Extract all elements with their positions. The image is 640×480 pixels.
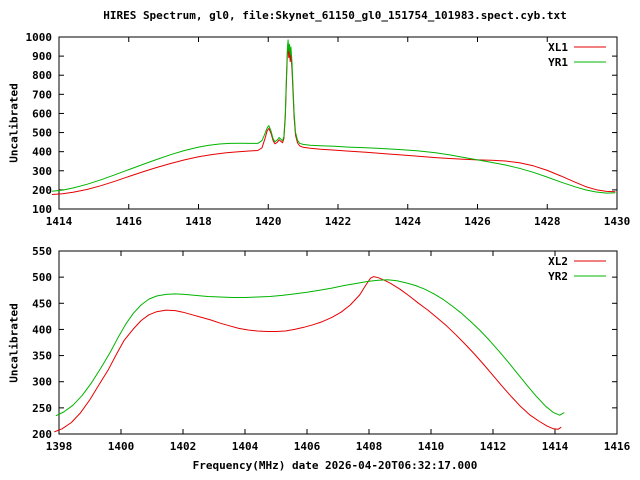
y-tick-label: 700 — [32, 88, 52, 101]
legend-label-YR2: YR2 — [548, 270, 568, 283]
x-tick-label: 1424 — [395, 215, 422, 228]
x-tick-label: 1402 — [170, 440, 197, 453]
series-line-XL2 — [54, 276, 562, 433]
x-tick-label: 1422 — [325, 215, 352, 228]
y-tick-label: 500 — [32, 271, 52, 284]
legend-label-XL1: XL1 — [548, 41, 568, 54]
y-tick-label: 300 — [32, 376, 52, 389]
y-tick-label: 550 — [32, 245, 52, 258]
x-tick-label: 1414 — [542, 440, 569, 453]
plot-border — [58, 250, 618, 435]
x-tick-label: 1430 — [604, 215, 631, 228]
y-tick-label: 350 — [32, 350, 52, 363]
y-tick-label: 400 — [32, 146, 52, 159]
y-tick-label: 200 — [32, 184, 52, 197]
y-tick-label: 800 — [32, 69, 52, 82]
legend-label-XL2: XL2 — [548, 255, 568, 268]
x-tick-label: 1416 — [116, 215, 143, 228]
series-line-YR1 — [51, 39, 616, 194]
y-tick-label: 500 — [32, 127, 52, 140]
x-tick-label: 1406 — [294, 440, 321, 453]
x-tick-label: 1418 — [185, 215, 212, 228]
chart-title: HIRES Spectrum, gl0, file:Skynet_61150_g… — [103, 9, 567, 22]
plot-border — [58, 36, 618, 210]
series-line-XL1 — [51, 48, 616, 195]
y-tick-label: 400 — [32, 323, 52, 336]
x-axis-label: Frequency(MHz) date 2026-04-20T06:32:17.… — [192, 459, 478, 472]
x-tick-label: 1400 — [108, 440, 135, 453]
y-tick-label: 600 — [32, 107, 52, 120]
x-tick-label: 1404 — [232, 440, 259, 453]
legend-label-YR1: YR1 — [548, 56, 568, 69]
x-tick-label: 1426 — [464, 215, 491, 228]
x-tick-label: 1408 — [356, 440, 383, 453]
y-tick-label: 900 — [32, 50, 52, 63]
y-tick-label: 100 — [32, 203, 52, 216]
x-tick-label: 1428 — [534, 215, 561, 228]
x-tick-label: 1398 — [46, 440, 73, 453]
x-tick-label: 1416 — [604, 440, 631, 453]
x-tick-label: 1410 — [418, 440, 445, 453]
x-tick-label: 1420 — [255, 215, 282, 228]
y-tick-label: 250 — [32, 402, 52, 415]
y-tick-label: 1000 — [26, 31, 53, 44]
y-tick-label: 200 — [32, 428, 52, 441]
series-line-YR2 — [55, 279, 565, 417]
y-tick-label: 450 — [32, 297, 52, 310]
x-tick-label: 1414 — [46, 215, 73, 228]
y-tick-label: 300 — [32, 165, 52, 178]
x-tick-label: 1412 — [480, 440, 507, 453]
